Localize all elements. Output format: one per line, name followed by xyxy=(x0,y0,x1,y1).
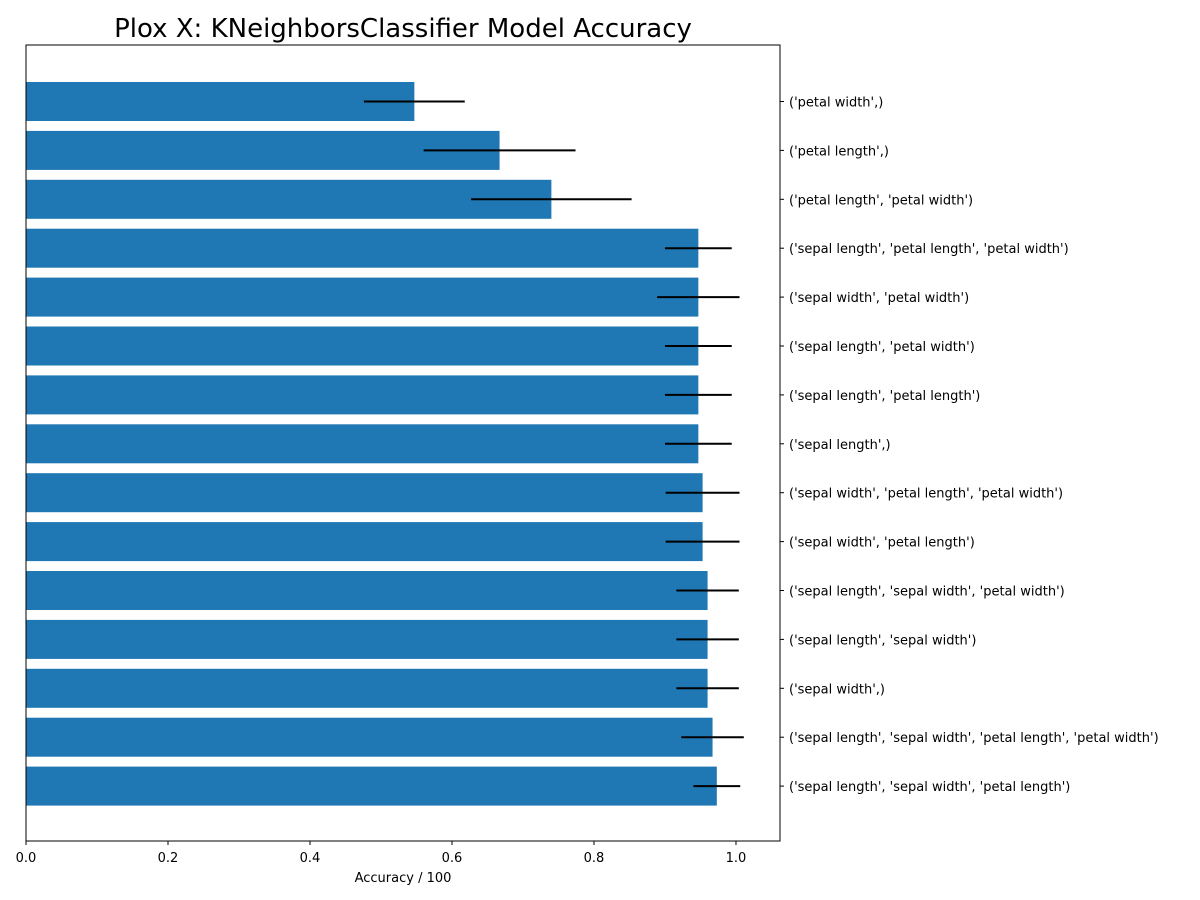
plot-frame xyxy=(25,44,781,842)
y-tick-label: ('sepal width', 'petal width') xyxy=(789,291,969,306)
chart-title: Plox X: KNeighborsClassifier Model Accur… xyxy=(114,14,692,44)
bar xyxy=(26,326,699,366)
y-tick-label: ('petal length',) xyxy=(789,144,889,159)
x-tick-label: 0.4 xyxy=(300,851,321,866)
bar xyxy=(26,277,699,317)
bar xyxy=(26,717,713,757)
y-tick-label: ('sepal width', 'petal length', 'petal w… xyxy=(789,487,1063,502)
bar xyxy=(26,228,699,268)
y-tick-label: ('sepal width', 'petal length') xyxy=(789,536,975,551)
y-tick-label: ('sepal length', 'sepal width', 'petal w… xyxy=(789,585,1065,600)
x-tick-label: 0.2 xyxy=(158,851,179,866)
bar xyxy=(26,619,708,659)
x-axis-label: Accuracy / 100 xyxy=(355,871,452,886)
bar xyxy=(26,130,500,170)
y-tick-label: ('sepal width',) xyxy=(789,682,885,697)
x-tick-label: 0.6 xyxy=(442,851,463,866)
y-tick-label: ('petal width',) xyxy=(789,96,883,111)
plot-area xyxy=(26,82,744,806)
y-tick-label: ('petal length', 'petal width') xyxy=(789,193,973,208)
y-tick-label: ('sepal length', 'petal length', 'petal … xyxy=(789,242,1069,257)
y-tick-label: ('sepal length', 'sepal width', 'petal l… xyxy=(789,780,1070,795)
bar xyxy=(26,473,703,513)
bar xyxy=(26,766,717,806)
y-tick-label: ('sepal length', 'petal width') xyxy=(789,340,975,355)
x-tick-label: 1.0 xyxy=(726,851,747,866)
y-axis: ('petal width',) ('petal length',) ('petal… xyxy=(780,96,1159,795)
x-tick-label: 0.0 xyxy=(16,851,37,866)
bar xyxy=(26,668,708,708)
y-tick-label: ('sepal length',) xyxy=(789,438,891,453)
x-tick-label: 0.8 xyxy=(584,851,605,866)
bar xyxy=(26,82,415,121)
bar xyxy=(26,571,708,610)
y-tick-label: ('sepal length', 'sepal width') xyxy=(789,633,976,648)
bar xyxy=(26,522,703,562)
x-axis: 0.0 0.2 0.4 0.6 0.8 1.0 xyxy=(16,841,747,866)
bar xyxy=(26,179,552,219)
bar xyxy=(26,424,699,464)
y-tick-label: ('sepal length', 'petal length') xyxy=(789,389,980,404)
bar xyxy=(26,375,699,415)
y-tick-label: ('sepal length', 'sepal width', 'petal l… xyxy=(789,731,1159,746)
